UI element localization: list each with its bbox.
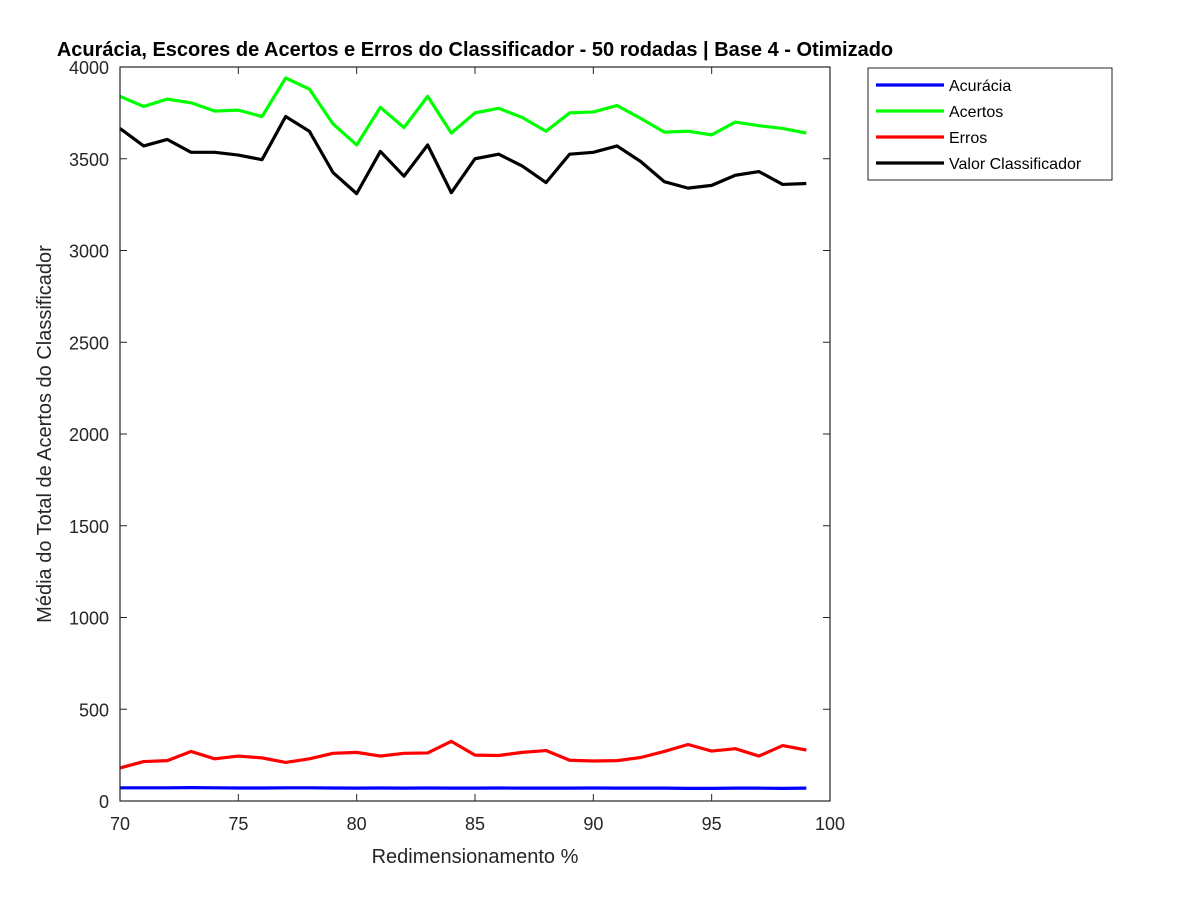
plot-area <box>120 67 830 801</box>
legend-label-valor-classificador: Valor Classificador <box>949 156 1082 173</box>
y-tick-label: 4000 <box>69 58 109 78</box>
series-line-acertos <box>119 76 807 147</box>
ticks-layer: 70 75 80 85 90 95 1000500100015002000250030003… <box>69 58 845 834</box>
legend-label-acertos: Acertos <box>949 104 1003 121</box>
plot-background <box>120 67 830 801</box>
x-tick-label: 75 <box>228 814 248 834</box>
series-line-valor-classificador <box>119 114 807 196</box>
y-tick-label: 500 <box>79 700 109 720</box>
y-tick-label: 1000 <box>69 609 109 629</box>
legend-label-acuracia: Acurácia <box>949 78 1011 95</box>
legend-box <box>867 67 1113 181</box>
x-tick-label: 80 <box>347 814 367 834</box>
legend-items: Acurácia Acertos Erros Valor Classificador <box>876 78 1082 173</box>
legend-label-erros: Erros <box>949 130 987 147</box>
y-tick-label: 3500 <box>69 150 109 170</box>
y-tick-label: 2500 <box>69 333 109 353</box>
series-line-acuracia <box>120 785 807 790</box>
x-tick-label: 100 <box>815 814 845 834</box>
x-axis-label: Redimensionamento % <box>372 846 579 868</box>
y-tick-label: 0 <box>99 792 109 812</box>
x-tick-label: 95 <box>702 814 722 834</box>
y-tick-label: 1500 <box>69 517 109 537</box>
y-tick-label: 3000 <box>69 242 109 262</box>
chart-title: Acurácia, Escores de Acertos e Erros do … <box>57 39 893 61</box>
legend: Acurácia Acertos Erros Valor Classificador <box>867 67 1113 181</box>
x-tick-label: 90 <box>583 814 603 834</box>
y-tick-label: 2000 <box>69 425 109 445</box>
x-tick-label: 70 <box>110 814 130 834</box>
series-line-erros <box>119 739 807 770</box>
x-tick-label: 85 <box>465 814 485 834</box>
series-layer <box>119 76 807 790</box>
y-axis-label: Média do Total de Acertos do Classificad… <box>34 245 56 623</box>
